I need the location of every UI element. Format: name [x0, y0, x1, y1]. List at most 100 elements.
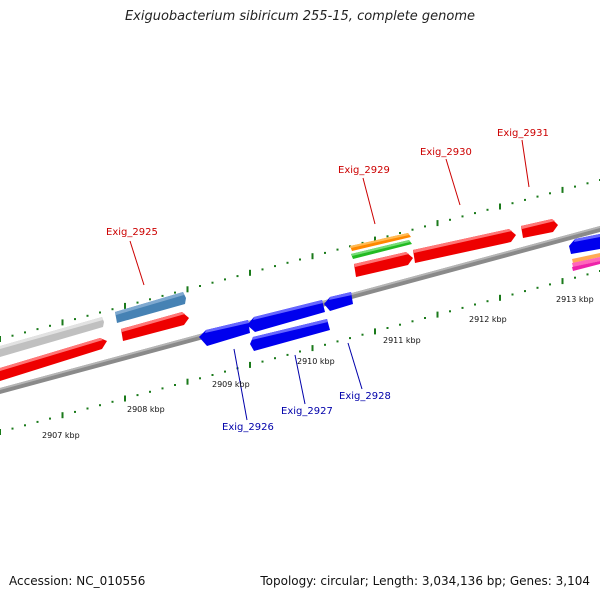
major-tick [374, 236, 376, 243]
minor-tick [361, 333, 364, 336]
minor-tick [261, 360, 264, 363]
gene-feature-exig-2927-upper[interactable] [247, 300, 325, 332]
colored-features-right[interactable] [572, 253, 600, 271]
minor-tick [74, 410, 76, 413]
forward-scale-ticks [0, 179, 600, 342]
minor-tick [136, 301, 139, 304]
minor-tick [399, 323, 401, 326]
major-tick [436, 311, 439, 318]
minor-tick [411, 228, 414, 231]
gene-feature-forward-1[interactable] [0, 338, 107, 381]
major-tick [61, 319, 64, 326]
minor-tick [49, 417, 51, 420]
minor-tick [461, 306, 464, 309]
gene-feature-exig-2929[interactable] [354, 252, 413, 277]
minor-tick [336, 340, 339, 343]
gene-label-exig-2927[interactable]: Exig_2927 [281, 406, 333, 417]
minor-tick [536, 195, 539, 198]
minor-tick [211, 374, 214, 376]
minor-tick [99, 404, 101, 407]
gene-label-exig-2931[interactable]: Exig_2931 [497, 128, 549, 139]
minor-tick [174, 384, 176, 386]
gray-feature[interactable] [0, 317, 104, 357]
minor-tick [299, 258, 301, 261]
gene-label-exig-2925[interactable]: Exig_2925 [106, 227, 158, 238]
gene-label-exig-2926[interactable]: Exig_2926 [222, 422, 274, 433]
minor-tick [461, 215, 464, 218]
gene-feature-exig-2930[interactable] [413, 229, 516, 263]
minor-tick [224, 370, 226, 373]
minor-tick [411, 320, 414, 323]
minor-tick [199, 285, 201, 287]
minor-tick [24, 424, 26, 427]
minor-tick [149, 298, 151, 301]
kbp-label-2909: 2909 kbp [212, 380, 250, 389]
major-tick [124, 395, 126, 402]
minor-tick [274, 357, 276, 360]
major-tick [499, 203, 501, 210]
steelblue-feature[interactable] [115, 292, 186, 323]
minor-tick [86, 314, 89, 317]
minor-tick [474, 212, 476, 215]
gene-label-exig-2930[interactable]: Exig_2930 [420, 147, 472, 158]
minor-tick [274, 265, 276, 268]
kbp-label-2912: 2912 kbp [469, 315, 507, 324]
minor-tick [174, 291, 176, 294]
minor-tick [424, 317, 426, 319]
minor-tick [74, 318, 76, 321]
major-tick [186, 286, 189, 293]
minor-tick [36, 420, 39, 423]
minor-tick [574, 185, 576, 188]
genome-summary-text: Topology: circular; Length: 3,034,136 bp… [260, 574, 590, 588]
major-tick [0, 429, 1, 435]
minor-tick [111, 400, 114, 403]
minor-tick [386, 235, 389, 238]
major-tick [0, 336, 1, 342]
gene-feature-exig-2928[interactable] [324, 292, 353, 311]
minor-tick [549, 283, 551, 286]
gene-feature-exig-2929-orange[interactable] [350, 233, 411, 251]
major-tick [61, 412, 64, 419]
minor-tick [86, 407, 89, 410]
major-tick [249, 361, 251, 368]
gene-feature-exig-2925[interactable] [121, 312, 189, 341]
major-tick [249, 269, 251, 276]
map-title: Exiguobacterium sibiricum 255-15, comple… [124, 9, 476, 24]
minor-tick [111, 308, 114, 311]
kbp-label-2907: 2907 kbp [42, 431, 80, 440]
minor-tick [161, 294, 164, 297]
major-tick [124, 302, 126, 309]
gene-feature-exig-2926[interactable] [199, 320, 250, 346]
minor-tick [36, 328, 39, 331]
minor-tick [524, 290, 526, 293]
minor-tick [349, 337, 351, 340]
label-leader-lines [129, 139, 530, 421]
major-tick [561, 278, 564, 285]
gene-label-exig-2928[interactable]: Exig_2928 [339, 391, 391, 402]
minor-tick [286, 261, 289, 264]
minor-tick [349, 245, 351, 248]
minor-tick [586, 182, 589, 185]
minor-tick [136, 394, 139, 397]
minor-tick [424, 225, 426, 228]
gene-feature-exig-2931[interactable] [521, 219, 558, 238]
minor-tick [299, 350, 301, 353]
minor-tick [324, 251, 326, 254]
minor-tick [586, 273, 589, 276]
gene-label-exig-2929[interactable]: Exig_2929 [338, 165, 390, 176]
minor-tick [399, 232, 401, 234]
minor-tick [524, 198, 526, 201]
minor-tick [211, 281, 214, 284]
gene-feature-reverse-right[interactable] [569, 234, 600, 254]
minor-tick [361, 241, 364, 244]
gene-labels: Exig_2925 Exig_2929 Exig_2930 Exig_2931 … [106, 128, 549, 433]
major-tick [499, 294, 501, 301]
minor-tick [511, 293, 514, 296]
gene-feature-exig-2929-green[interactable] [351, 240, 412, 259]
gene-feature-exig-2927[interactable] [250, 319, 330, 351]
minor-tick [549, 192, 551, 195]
minor-tick [336, 248, 339, 251]
accession-text: Accession: NC_010556 [9, 574, 146, 588]
kbp-label-2910: 2910 kbp [297, 357, 335, 366]
